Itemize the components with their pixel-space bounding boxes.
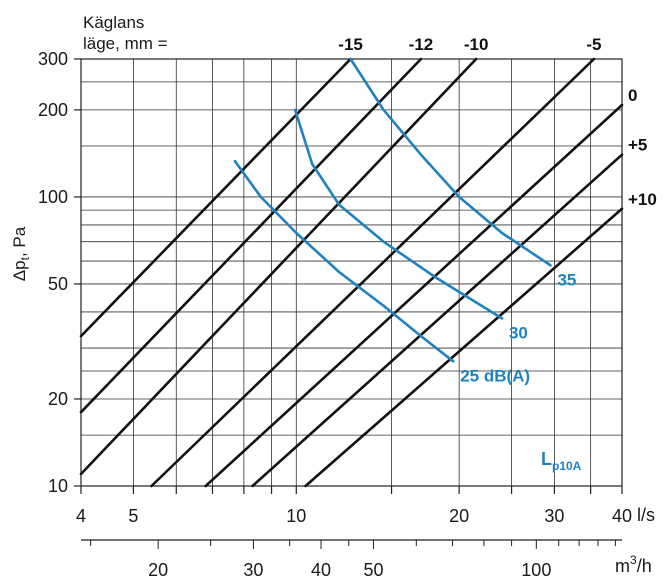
x2-unit-tail: /h	[637, 556, 652, 576]
annotation-sub: p10A	[552, 459, 582, 473]
x2-unit-exp: 3	[630, 553, 637, 567]
annotation-main: L	[541, 449, 552, 469]
setting-label-0: 0	[628, 86, 637, 105]
setting-label-+5: +5	[628, 136, 647, 155]
y-tick-label: 100	[38, 187, 68, 207]
x-tick-label: 20	[449, 506, 469, 526]
header-line-2: läge, mm =	[83, 34, 168, 53]
header-line-1: Käglans	[83, 13, 144, 32]
y-tick-label: 20	[48, 389, 68, 409]
setting-label--5: -5	[586, 35, 601, 54]
x2-tick-label: 30	[243, 560, 263, 580]
noise-curve-35	[349, 57, 552, 267]
x-axis-unit: l/s	[637, 505, 655, 525]
setting-label--10: -10	[464, 35, 489, 54]
y-axis-label-sub: t	[18, 256, 32, 260]
y-axis-label-main: Δp	[10, 260, 29, 281]
x2-axis-unit: m3/h	[615, 553, 652, 576]
damper-setting-lines	[79, 57, 624, 488]
x-tick-label: 5	[128, 506, 138, 526]
y-tick-label: 200	[38, 100, 68, 120]
setting-line-0	[204, 103, 624, 488]
noise-level-curves	[233, 57, 552, 363]
grid	[80, 58, 623, 487]
noise-label-30: 30	[509, 323, 528, 342]
noise-label-25-dB-A-: 25 dB(A)	[460, 366, 530, 385]
plot-frame	[80, 58, 623, 487]
setting-line--15	[79, 57, 352, 338]
x2-tick-label: 100	[521, 560, 551, 580]
y-axis-label: Δpt, Pa	[10, 226, 32, 281]
noise-curve-25-dB-A-	[233, 159, 455, 363]
setting-line-+5	[251, 153, 624, 488]
setting-line--12	[79, 57, 423, 414]
setting-label-+10: +10	[628, 190, 657, 209]
x-tick-label: 30	[544, 506, 564, 526]
y-axis-label-unit: , Pa	[10, 226, 29, 257]
y-tick-label: 10	[48, 476, 68, 496]
x2-tick-label: 40	[311, 560, 331, 580]
setting-label--15: -15	[338, 35, 363, 54]
setting-line--5	[150, 57, 596, 488]
x-tick-label: 10	[286, 506, 306, 526]
axes: 10 20 50 100 200 300 4 5 10 20 30 40 20 30 40 50 100	[38, 49, 632, 580]
noise-label-35: 35	[557, 270, 576, 289]
x2-unit-base: m	[615, 556, 630, 576]
x-tick-label: 4	[76, 506, 86, 526]
y-tick-label: 300	[38, 49, 68, 69]
x2-tick-label: 20	[148, 560, 168, 580]
y-tick-label: 50	[48, 274, 68, 294]
noise-curve-30	[293, 108, 504, 320]
x2-tick-label: 50	[363, 560, 383, 580]
setting-line-+10	[304, 207, 624, 488]
setting-line--10	[79, 57, 478, 476]
sound-level-annotation: Lp10A	[541, 449, 582, 473]
setting-label--12: -12	[409, 35, 434, 54]
labels: -15 -12 -10 -5 0 +5 +10 35 30 25 dB(A)	[338, 35, 657, 385]
x-tick-label: 40	[612, 506, 632, 526]
